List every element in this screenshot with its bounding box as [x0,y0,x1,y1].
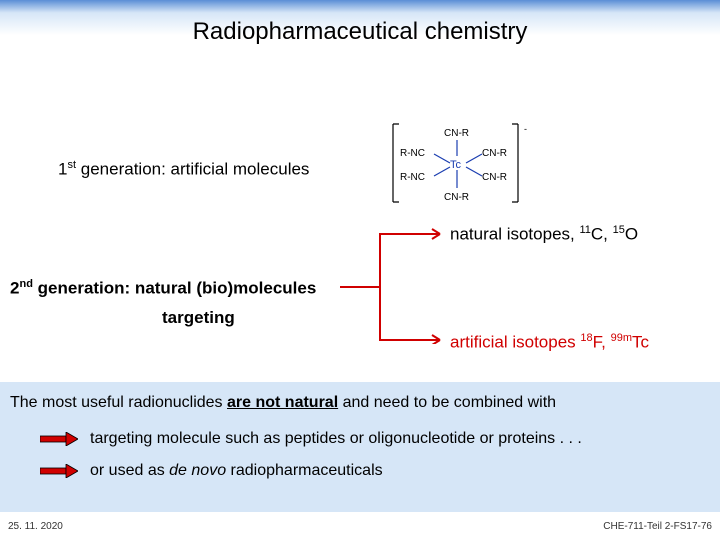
bullet-row-2: or used as de novo radiopharmaceuticals [10,462,710,480]
gen1-text: generation: artificial molecules [76,160,309,179]
summary-1b: and need to be combined with [338,394,556,411]
bullet-2-italic: de novo [169,462,226,479]
svg-text:CN-R: CN-R [482,148,507,159]
targeting-label: targeting [162,308,235,328]
footer-date: 25. 11. 2020 [8,521,63,532]
footer-code: CHE-711-Teil 2-FS17-76 [603,521,712,532]
nat-iso2-sup: 15 [613,224,625,236]
nat-label-text: natural isotopes, [450,225,579,244]
nat-iso1: C, [591,225,613,244]
generation-2-label: 2nd generation: natural (bio)molecules [10,278,316,299]
art-iso1: F, [593,333,611,352]
bullet-2b: radiopharmaceuticals [226,462,383,479]
art-iso1-sup: 18 [580,332,592,344]
nat-iso1-sup: 11 [579,224,590,236]
svg-text:CN-R: CN-R [482,172,507,183]
tc-complex-structure: - Tc R-NC R-NC CN-R CN-R CN-R CN-R [390,118,535,208]
nat-iso2: O [625,225,638,244]
branch-arrow-icon [340,224,450,344]
summary-1u: are not natural [227,394,338,411]
arrow-icon [40,464,78,478]
svg-text:R-NC: R-NC [400,148,425,159]
gen2-text: generation: natural (bio)molecules [33,279,316,298]
gen2-ordinal: nd [19,278,32,290]
summary-1a: The most useful radionuclides [10,394,227,411]
generation-1-label: 1st generation: artificial molecules [58,159,309,180]
bullet-1-text: targeting molecule such as peptides or o… [90,430,582,448]
art-iso2-sup: 99m [611,332,632,344]
svg-text:Tc: Tc [450,159,462,171]
svg-text:-: - [524,124,527,134]
svg-text:R-NC: R-NC [400,172,425,183]
gen1-ordinal: st [67,159,76,171]
art-iso2: Tc [632,333,649,352]
artificial-isotopes-label: artificial isotopes 18F, 99mTc [450,332,649,353]
arrow-icon [40,432,78,446]
summary-band: The most useful radionuclides are not na… [0,382,720,512]
summary-line-1: The most useful radionuclides are not na… [10,394,710,412]
slide-title: Radiopharmaceutical chemistry [193,18,528,46]
bullet-row-1: targeting molecule such as peptides or o… [10,430,710,448]
natural-isotopes-label: natural isotopes, 11C, 15O [450,224,638,245]
bullet-2a: or used as [90,462,169,479]
bullet-2-text: or used as de novo radiopharmaceuticals [90,462,383,480]
art-label-text: artificial isotopes [450,333,580,352]
title-band: Radiopharmaceutical chemistry [0,0,720,64]
svg-text:CN-R: CN-R [444,128,469,139]
svg-text:CN-R: CN-R [444,192,469,203]
